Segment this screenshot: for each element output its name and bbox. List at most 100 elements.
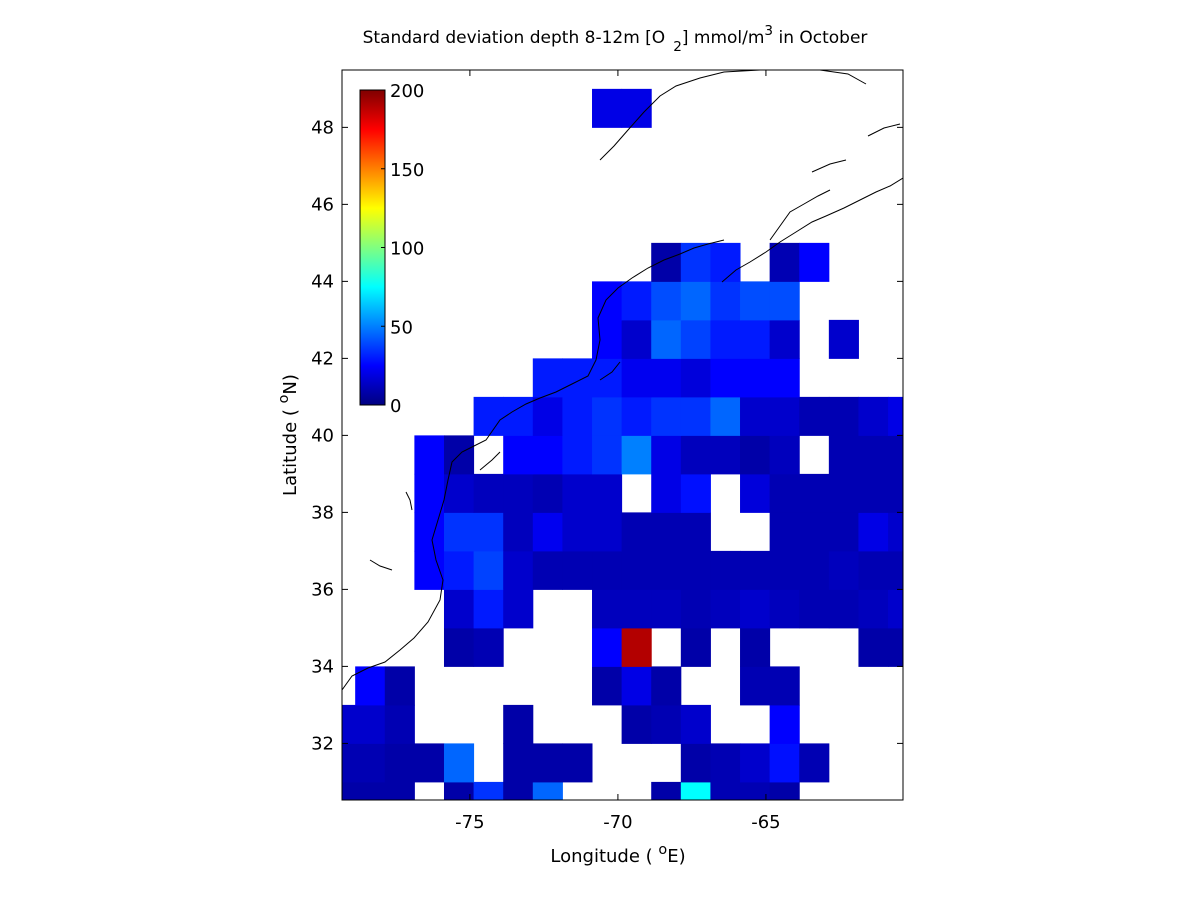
y-tick-label: 36 xyxy=(311,579,334,600)
cell xyxy=(888,396,903,436)
cell xyxy=(532,512,563,552)
cell xyxy=(858,589,889,629)
cell xyxy=(828,512,859,552)
cell xyxy=(828,473,859,513)
cell xyxy=(592,589,623,629)
cell xyxy=(769,319,800,359)
cell xyxy=(710,550,741,590)
cell xyxy=(562,550,593,590)
cell xyxy=(473,473,504,513)
cell xyxy=(592,281,623,321)
cell xyxy=(503,435,534,475)
text-part: 3 xyxy=(764,23,773,39)
cell xyxy=(355,666,386,706)
cell xyxy=(621,627,652,667)
cell xyxy=(651,396,682,436)
cell xyxy=(651,242,682,282)
cell xyxy=(858,550,889,590)
x-tick-label: -65 xyxy=(751,812,780,833)
cell xyxy=(621,358,652,398)
cell xyxy=(592,550,623,590)
cell xyxy=(828,396,859,436)
cell xyxy=(858,435,889,475)
cell xyxy=(414,512,445,552)
cell xyxy=(355,743,386,783)
cell xyxy=(740,473,771,513)
cell xyxy=(888,435,903,475)
colorbar-tick-label: 200 xyxy=(390,81,424,102)
text-part: ] mmol/m xyxy=(682,28,765,48)
cell xyxy=(858,396,889,436)
cell xyxy=(532,550,563,590)
y-tick-label: 38 xyxy=(311,502,334,523)
cell xyxy=(473,589,504,629)
cell xyxy=(680,550,711,590)
cell xyxy=(740,396,771,436)
cell xyxy=(680,319,711,359)
cell xyxy=(503,704,534,744)
text-part: in October xyxy=(773,28,867,48)
cell xyxy=(888,550,903,590)
cell xyxy=(740,627,771,667)
cell xyxy=(621,281,652,321)
cell xyxy=(769,666,800,706)
cell xyxy=(769,743,800,783)
chart-title: Standard deviation depth 8-12m [O 2] mmol… xyxy=(363,23,868,55)
x-tick-label: -70 xyxy=(603,812,632,833)
cell xyxy=(532,473,563,513)
cell xyxy=(562,743,593,783)
cell xyxy=(473,627,504,667)
cell xyxy=(562,358,593,398)
cell xyxy=(532,358,563,398)
text-part: Standard deviation depth 8-12m [O xyxy=(363,28,666,48)
colorbar-tick-label: 150 xyxy=(390,160,424,181)
cell xyxy=(651,781,682,800)
cell xyxy=(740,781,771,800)
cell xyxy=(384,704,415,744)
cell xyxy=(828,435,859,475)
cell xyxy=(651,473,682,513)
cell xyxy=(651,666,682,706)
cell xyxy=(828,319,859,359)
text-part: E) xyxy=(667,846,685,867)
cell xyxy=(473,781,504,800)
cell xyxy=(769,281,800,321)
cell xyxy=(710,319,741,359)
cell xyxy=(562,512,593,552)
cell xyxy=(680,435,711,475)
cell xyxy=(592,627,623,667)
cell xyxy=(532,435,563,475)
cell xyxy=(710,281,741,321)
cell xyxy=(592,435,623,475)
cell xyxy=(769,704,800,744)
coastline xyxy=(342,70,903,691)
colorbar-tick-label: 100 xyxy=(390,239,424,260)
y-tick-label: 44 xyxy=(311,271,334,292)
y-tick-label: 46 xyxy=(311,194,334,215)
cell xyxy=(621,589,652,629)
cell xyxy=(443,589,475,629)
cell xyxy=(621,666,652,706)
colorbar-tick-label: 50 xyxy=(390,317,413,338)
cell xyxy=(503,512,534,552)
cell xyxy=(384,781,415,800)
colorbar-tick-label: 0 xyxy=(390,396,401,417)
text-part: 2 xyxy=(673,39,682,55)
cell xyxy=(828,589,859,629)
cell xyxy=(769,435,800,475)
cell xyxy=(532,743,563,783)
cell xyxy=(680,242,711,282)
cell xyxy=(621,396,652,436)
cell xyxy=(443,550,475,590)
cell xyxy=(503,473,534,513)
y-tick-label: 40 xyxy=(311,425,334,446)
y-tick-label: 34 xyxy=(311,656,334,677)
cell xyxy=(384,743,415,783)
cell xyxy=(532,781,563,800)
cell xyxy=(858,512,889,552)
cell xyxy=(680,512,711,552)
cell xyxy=(621,550,652,590)
text-part: o xyxy=(276,394,292,403)
cell xyxy=(799,473,830,513)
